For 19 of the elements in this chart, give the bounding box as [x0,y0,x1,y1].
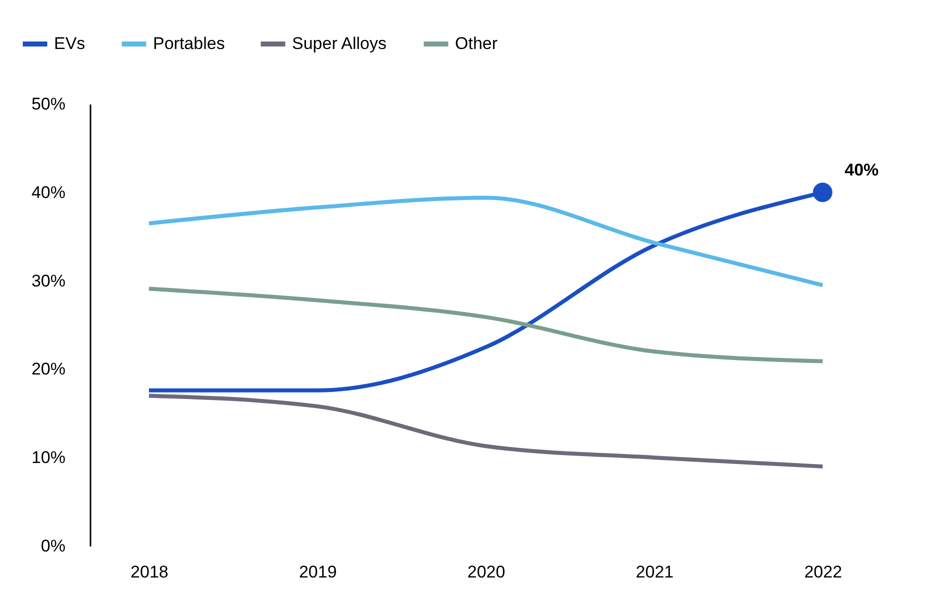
legend-label: Super Alloys [292,34,386,53]
x-tick-label: 2020 [467,562,506,582]
x-tick-label: 2018 [130,562,168,582]
y-tick-label: 40% [31,182,66,202]
y-tick-label: 20% [31,360,66,379]
y-tick-label: 30% [31,271,66,290]
line-series [146,394,825,468]
legend-label: EVs [54,34,86,53]
x-tick-label: 2019 [298,562,337,582]
line-series [146,196,825,288]
x-tick-label: 2021 [636,562,674,582]
legend-label: Portables [153,34,225,53]
legend-label: Other [455,34,498,53]
line-series [146,286,825,364]
y-tick-label: 10% [31,448,66,468]
annotation: 40% [844,160,879,180]
y-tick-label: 50% [31,94,66,114]
y-tick-label: 0% [40,536,66,556]
x-tick-label: 2022 [804,562,842,582]
